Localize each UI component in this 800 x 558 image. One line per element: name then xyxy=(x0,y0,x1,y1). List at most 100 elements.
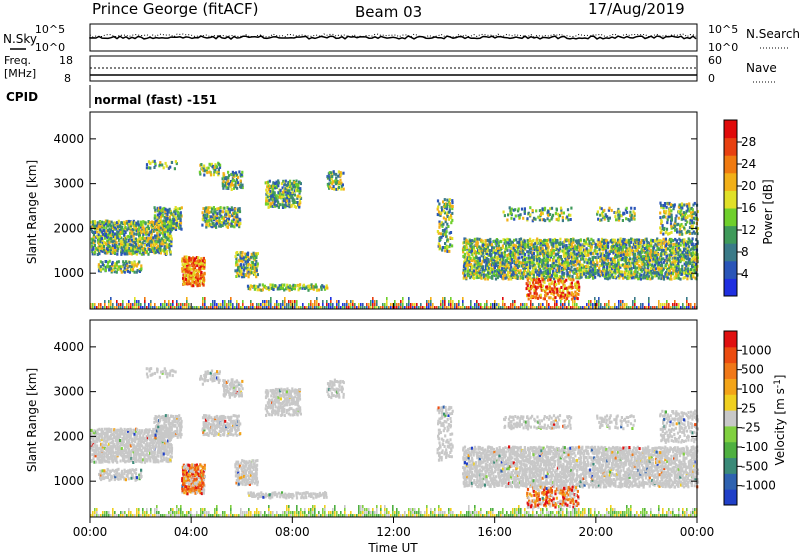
echo-cell xyxy=(129,265,131,268)
ground-scatter-cell xyxy=(440,303,442,306)
echo-cell xyxy=(553,259,555,262)
echo-cell xyxy=(683,253,685,256)
echo-cell xyxy=(693,221,695,224)
echo-cell xyxy=(131,261,133,264)
echo-cell xyxy=(589,274,591,277)
echo-cell xyxy=(464,258,466,261)
echo-cell xyxy=(182,263,184,266)
echo-cell xyxy=(679,249,681,252)
ground-scatter-cell xyxy=(178,303,180,306)
ground-scatter-cell xyxy=(282,300,284,303)
ground-scatter-cell xyxy=(382,303,384,306)
echo-cell xyxy=(551,251,553,254)
echo-cell xyxy=(678,217,680,220)
ground-scatter-cell xyxy=(370,303,372,306)
ground-scatter-cell xyxy=(104,300,106,303)
echo-cell xyxy=(527,279,529,282)
echo-cell xyxy=(569,214,571,217)
echo-cell xyxy=(249,288,251,291)
echo-cell xyxy=(603,265,605,268)
echo-cell xyxy=(94,251,96,254)
echo-cell xyxy=(267,286,269,289)
ground-scatter-cell xyxy=(202,297,204,300)
echo-cell xyxy=(612,251,614,254)
ground-scatter-cell xyxy=(350,303,352,306)
echo-cell xyxy=(524,261,526,264)
echo-cell xyxy=(112,261,114,264)
echo-cell xyxy=(132,228,134,231)
echo-cell xyxy=(636,271,638,274)
echo-cell xyxy=(638,239,640,242)
echo-cell xyxy=(569,268,571,271)
echo-cell xyxy=(121,226,123,229)
echo-cell xyxy=(100,269,102,272)
echo-cell xyxy=(522,243,524,246)
ground-scatter-cell xyxy=(164,303,166,306)
echo-cell xyxy=(535,290,537,293)
echo-cell xyxy=(285,180,287,183)
ground-scatter-cell xyxy=(150,300,152,303)
ground-scatter-cell xyxy=(92,303,94,306)
echo-cell xyxy=(223,180,225,183)
echo-cell xyxy=(255,256,257,259)
ground-scatter-cell xyxy=(338,300,340,303)
cpid-mode: normal (fast) -151 xyxy=(94,93,217,107)
echo-cell xyxy=(660,252,662,255)
echo-cell xyxy=(578,286,580,289)
echo-cell xyxy=(188,256,190,259)
ground-scatter-cell xyxy=(372,303,374,306)
echo-cell xyxy=(276,194,278,197)
echo-cell xyxy=(681,273,683,276)
echo-cell xyxy=(247,252,249,255)
ground-scatter-cell xyxy=(278,303,280,306)
echo-cell xyxy=(266,191,268,194)
ground-scatter-cell xyxy=(408,297,410,300)
ground-scatter-cell xyxy=(274,303,276,306)
echo-cell xyxy=(683,272,685,275)
ground-scatter-cell xyxy=(396,303,398,306)
echo-cell xyxy=(464,248,466,251)
echo-cell xyxy=(231,188,233,191)
echo-cell xyxy=(236,263,238,266)
echo-cell xyxy=(499,261,501,264)
echo-cell xyxy=(614,246,616,249)
ground-scatter-cell xyxy=(202,300,204,303)
echo-cell xyxy=(638,260,640,263)
ground-scatter-cell xyxy=(128,300,130,303)
echo-cell xyxy=(289,289,291,292)
echo-cell xyxy=(222,184,224,187)
echo-cell xyxy=(518,265,520,268)
ground-scatter-cell xyxy=(210,303,212,306)
echo-cell xyxy=(339,179,341,182)
ground-scatter-cell xyxy=(204,303,206,306)
ground-scatter-cell xyxy=(268,303,270,306)
echo-cell xyxy=(343,188,345,191)
echo-cell xyxy=(245,274,247,277)
ground-scatter-cell xyxy=(162,303,164,306)
echo-cell xyxy=(184,274,186,277)
echo-cell xyxy=(480,277,482,280)
echo-cell xyxy=(634,253,636,256)
echo-cell xyxy=(175,216,177,219)
echo-cell xyxy=(548,283,550,286)
echo-cell xyxy=(140,267,142,270)
echo-cell xyxy=(185,255,187,258)
ground-scatter-cell xyxy=(408,300,410,303)
echo-cell xyxy=(597,218,599,221)
echo-cell xyxy=(536,238,538,241)
echo-cell xyxy=(216,212,218,215)
echo-cell xyxy=(506,247,508,250)
ground-scatter-cell xyxy=(370,300,372,303)
echo-cell xyxy=(502,275,504,278)
ground-scatter-cell xyxy=(290,300,292,303)
echo-cell xyxy=(147,237,149,240)
echo-cell xyxy=(257,273,259,276)
echo-cell xyxy=(553,291,555,294)
echo-cell xyxy=(114,221,116,224)
echo-cell xyxy=(468,253,470,256)
echo-cell xyxy=(127,270,129,273)
ground-scatter-cell xyxy=(358,303,360,306)
echo-cell xyxy=(674,262,676,265)
echo-cell xyxy=(222,210,224,213)
echo-cell xyxy=(670,241,672,244)
